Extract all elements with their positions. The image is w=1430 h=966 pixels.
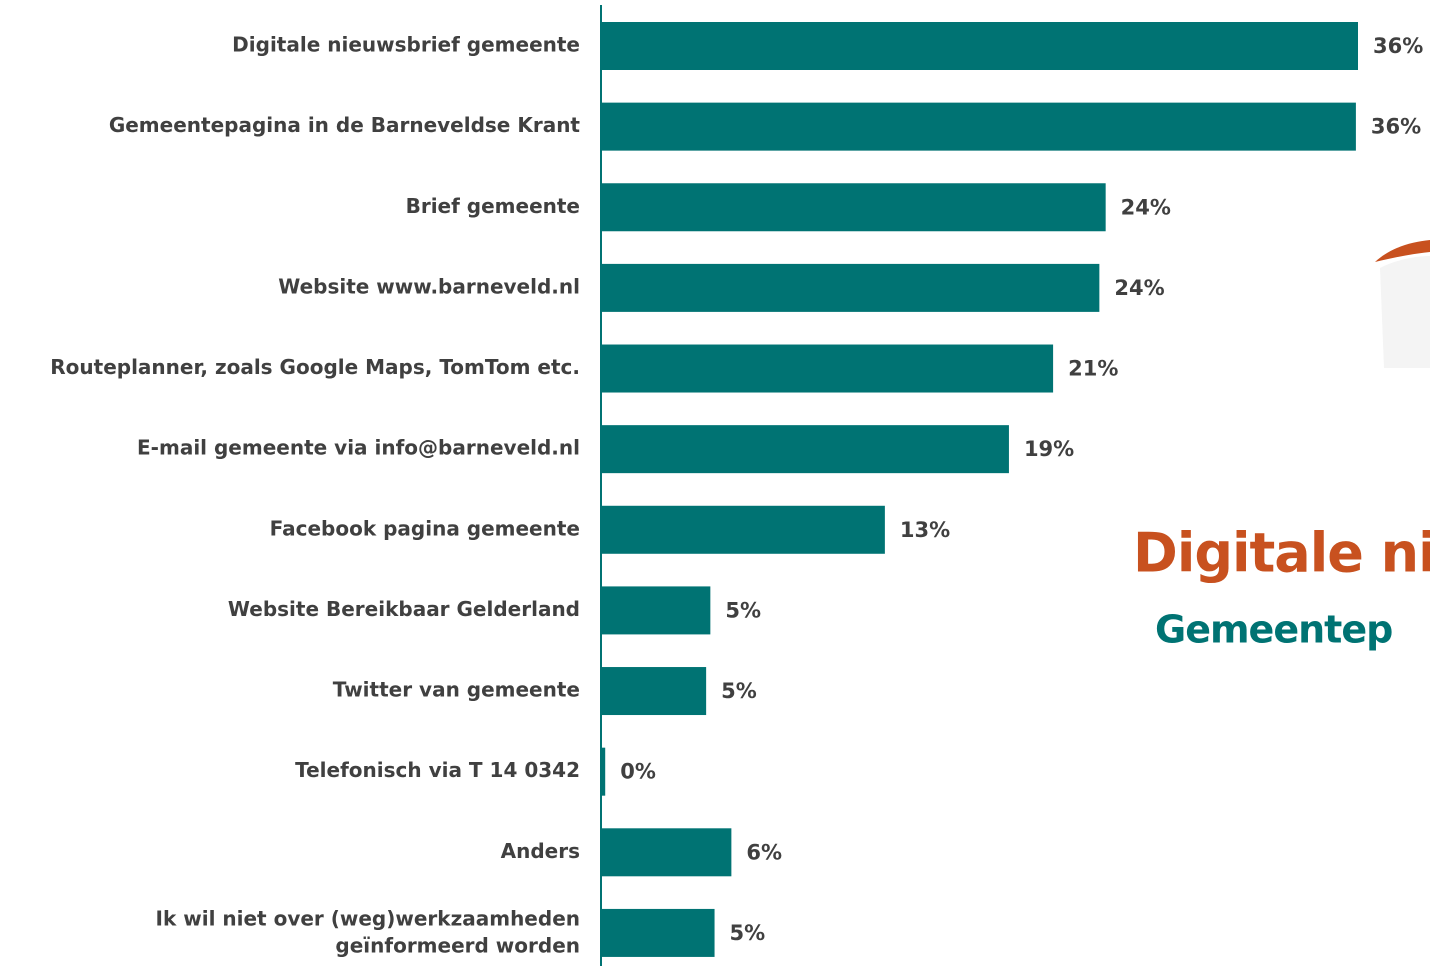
data-label: 19%	[1024, 437, 1074, 461]
bar	[601, 828, 732, 877]
data-label: 13%	[900, 518, 950, 542]
y-tick-label: Gemeentepagina in de Barneveldse Krant	[109, 113, 581, 137]
data-label: 21%	[1068, 357, 1118, 381]
y-tick-label: Website www.barneveld.nl	[278, 274, 580, 298]
y-tick-label: E-mail gemeente via info@barneveld.nl	[137, 436, 580, 460]
bar	[601, 505, 885, 554]
data-label: 0%	[620, 760, 656, 784]
bar	[601, 908, 715, 957]
bar	[601, 747, 606, 796]
y-tick-label: Anders	[501, 839, 580, 863]
bar	[601, 263, 1100, 312]
bar	[601, 344, 1054, 393]
bar	[601, 586, 711, 635]
y-tick-label: Routeplanner, zoals Google Maps, TomTom …	[50, 355, 580, 379]
data-label: 24%	[1114, 276, 1164, 300]
data-label: 5%	[721, 679, 757, 703]
data-label: 24%	[1121, 195, 1171, 219]
y-tick-label: Ik wil niet over (weg)werkzaamheden geïnf…	[156, 906, 580, 957]
bar	[601, 667, 707, 716]
decoration	[1375, 240, 1430, 262]
data-label: 36%	[1371, 115, 1421, 139]
decoration	[1380, 256, 1430, 368]
bar	[601, 102, 1356, 151]
annotation: Gemeentep	[1155, 608, 1392, 652]
y-tick-label: Telefonisch via T 14 0342	[295, 758, 580, 782]
data-label: 36%	[1373, 34, 1423, 58]
bar	[601, 425, 1009, 474]
y-tick-label-line: geïnformeerd worden	[335, 933, 580, 957]
bar	[601, 22, 1358, 70]
bar	[601, 183, 1106, 232]
y-tick-label: Brief gemeente	[406, 194, 580, 218]
data-label: 6%	[746, 840, 782, 864]
data-label: 5%	[730, 921, 766, 945]
data-label: 5%	[725, 598, 761, 622]
y-tick-label: Digitale nieuwsbrief gemeente	[232, 33, 580, 57]
y-tick-label: Facebook pagina gemeente	[270, 516, 580, 540]
y-tick-label-line: Ik wil niet over (weg)werkzaamheden	[156, 906, 580, 930]
annotation: Digitale ni	[1133, 522, 1430, 585]
y-tick-label: Twitter van gemeente	[333, 678, 580, 702]
y-tick-label: Website Bereikbaar Gelderland	[228, 597, 580, 621]
